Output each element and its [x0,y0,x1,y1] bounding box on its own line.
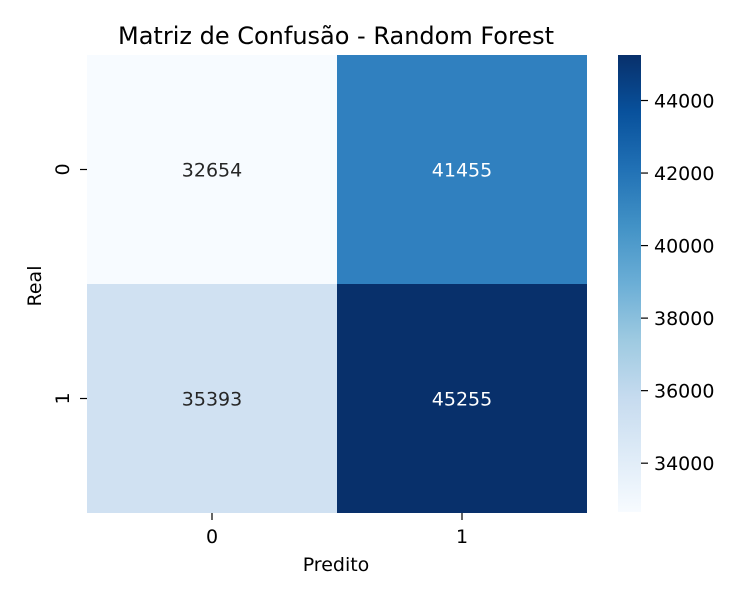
colorbar-tick-label-2: 38000 [654,308,714,330]
x-tick-label-1: 1 [456,526,468,548]
y-tick-label-0: 0 [52,163,74,175]
y-axis: 01 [52,163,87,405]
heatmap-cell-0-0 [87,55,337,284]
cell-value-label-0-0: 32654 [182,160,242,182]
y-axis-label: Real [24,266,46,307]
heatmap-cell-1-0 [87,284,337,513]
heatmap-cells [87,55,587,513]
colorbar-ticks: 34000 36000 38000 40000 42000 44000 [641,91,714,475]
x-tick-label-0: 0 [206,526,218,548]
colorbar-tick-label-3: 40000 [654,236,714,258]
colorbar-tick-label-5: 44000 [654,91,714,113]
colorbar-tick-label-4: 42000 [654,163,714,185]
heatmap-cell-0-1 [337,55,587,284]
cell-value-label-1-0: 35393 [182,389,242,411]
chart-title: Matriz de Confusão - Random Forest [118,22,554,50]
heatmap-annotations: 32654 41455 35393 45255 [182,160,492,411]
colorbar-tick-label-1: 36000 [654,381,714,403]
y-tick-label-1: 1 [52,392,74,404]
cell-value-label-1-1: 45255 [432,389,492,411]
x-axis-label: Predito [303,554,370,576]
heatmap-cell-1-1 [337,284,587,513]
colorbar [618,55,641,512]
cell-value-label-0-1: 41455 [432,160,492,182]
colorbar-tick-label-0: 34000 [654,453,714,475]
